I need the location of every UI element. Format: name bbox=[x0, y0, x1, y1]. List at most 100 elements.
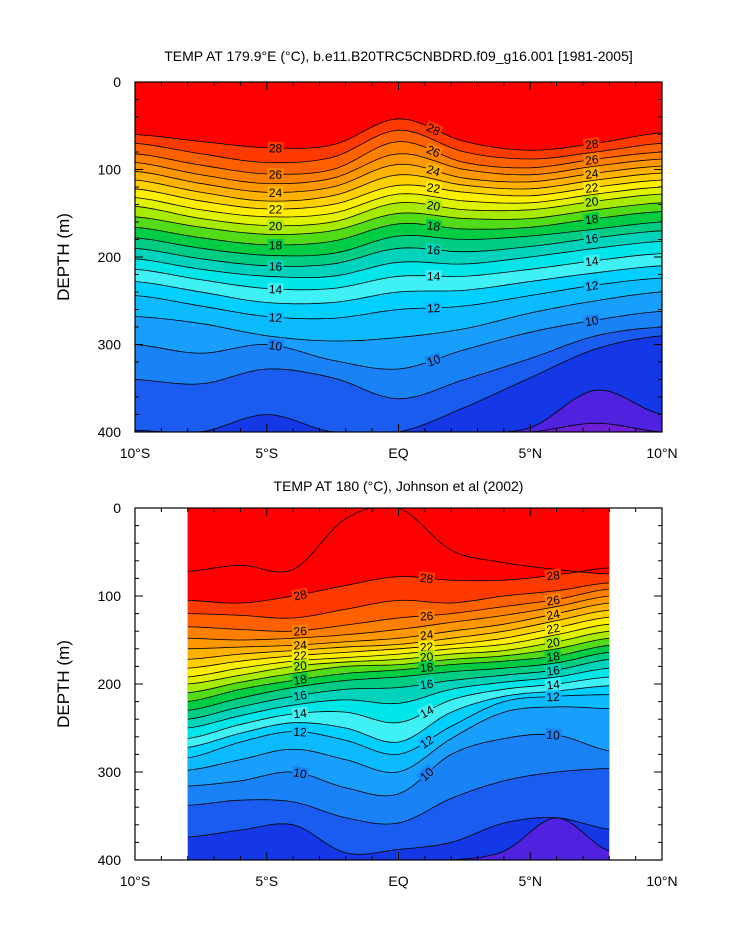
contour-label-group: 18 bbox=[424, 218, 443, 234]
contour-label: 24 bbox=[545, 607, 561, 623]
contour-label-backing bbox=[267, 282, 284, 296]
contour-label-backing bbox=[544, 606, 563, 622]
contour-label: 22 bbox=[426, 180, 442, 196]
contour-label-group: 14 bbox=[583, 254, 601, 270]
contour-label-group: 28 bbox=[544, 568, 562, 584]
contour-label-group: 20 bbox=[544, 635, 563, 651]
contour-label-group: 14 bbox=[544, 677, 562, 693]
contour-label: 20 bbox=[426, 198, 442, 214]
contour-label-group: 14 bbox=[291, 706, 309, 721]
contour-label-backing bbox=[266, 338, 285, 353]
contour-label: 28 bbox=[292, 587, 308, 603]
x-tick-label: 10°S bbox=[120, 445, 151, 461]
isotherm-27 bbox=[187, 582, 610, 619]
contour-label-backing bbox=[291, 624, 309, 638]
contour-label-backing bbox=[424, 218, 443, 233]
isotherm-14 bbox=[187, 676, 610, 739]
isotherm-11 bbox=[187, 706, 610, 774]
contour-label: 28 bbox=[424, 120, 442, 138]
isotherm-23 bbox=[187, 609, 610, 660]
contour-label-backing bbox=[582, 313, 601, 328]
contour-label-backing bbox=[423, 142, 444, 160]
contour-label-group: 28 bbox=[267, 141, 284, 156]
contour-label: 12 bbox=[268, 310, 283, 325]
contour-label-group: 24 bbox=[544, 606, 563, 623]
contour-label-group: 22 bbox=[544, 621, 563, 637]
contour-label-group: 22 bbox=[267, 202, 284, 217]
contour-label-group: 16 bbox=[267, 259, 284, 274]
contour-label-backing bbox=[417, 660, 436, 674]
contour-label-backing bbox=[291, 658, 309, 673]
chart-title: TEMP AT 180 (°C), Johnson et al (2002) bbox=[274, 478, 524, 494]
contour-label-backing bbox=[291, 706, 309, 720]
contour-label-backing bbox=[425, 242, 443, 257]
isotherm-21 bbox=[135, 186, 662, 218]
isotherm-16 bbox=[187, 659, 610, 720]
isotherm-19 bbox=[187, 637, 610, 694]
contour-label-backing bbox=[267, 186, 284, 199]
y-tick-label: 0 bbox=[113, 74, 121, 90]
contour-label-backing bbox=[544, 568, 562, 583]
isotherm-16 bbox=[135, 230, 662, 267]
isotherm-28 bbox=[187, 567, 610, 604]
contour-label: 26 bbox=[419, 609, 434, 624]
contour-label-backing bbox=[544, 728, 562, 742]
contour-label-group: 20 bbox=[267, 219, 284, 233]
contour-label-group: 12 bbox=[267, 310, 284, 325]
contour-label-group: 26 bbox=[423, 142, 444, 161]
contour-label: 18 bbox=[546, 649, 562, 665]
contour-label: 22 bbox=[269, 202, 283, 216]
band-level-29 bbox=[135, 82, 662, 151]
contour-label-backing bbox=[418, 571, 436, 585]
contour-label: 18 bbox=[419, 660, 434, 675]
y-tick-label: 300 bbox=[98, 764, 122, 780]
isotherm-25 bbox=[187, 595, 610, 641]
isotherm-22 bbox=[187, 616, 610, 669]
x-tick-label: 5°N bbox=[519, 445, 543, 461]
contour-label-backing bbox=[267, 202, 284, 216]
contour-label: 14 bbox=[584, 254, 599, 270]
contour-label-group: 10 bbox=[424, 351, 444, 369]
contour-label-backing bbox=[425, 301, 442, 315]
isotherm-9 bbox=[135, 326, 662, 400]
contour-label-group: 24 bbox=[417, 627, 436, 643]
isotherm-8 bbox=[135, 335, 662, 432]
y-tick-label: 200 bbox=[98, 249, 122, 265]
contour-label-group: 20 bbox=[291, 658, 309, 674]
contour-label: 14 bbox=[427, 269, 441, 283]
isotherm-23 bbox=[135, 172, 662, 202]
contour-label: 18 bbox=[293, 672, 309, 688]
x-tick-label: EQ bbox=[388, 445, 408, 461]
contour-label-group: 28 bbox=[418, 571, 436, 586]
contour-label: 16 bbox=[292, 688, 308, 704]
contour-label-group: 12 bbox=[416, 732, 437, 752]
x-tick-label: EQ bbox=[388, 873, 408, 889]
contour-label-backing bbox=[267, 141, 284, 155]
contour-label-backing bbox=[424, 351, 444, 369]
contour-label: 10 bbox=[584, 313, 600, 329]
y-tick-label: 300 bbox=[98, 337, 122, 353]
isotherm-24 bbox=[187, 602, 610, 650]
contour-label-group: 10 bbox=[582, 313, 601, 329]
contour-label-group: 12 bbox=[291, 725, 309, 740]
contour-label: 14 bbox=[418, 703, 437, 722]
contour-label-backing bbox=[425, 269, 442, 283]
contour-label-group: 14 bbox=[267, 282, 284, 297]
contour-label-backing bbox=[544, 635, 563, 650]
contour-label-group: 26 bbox=[418, 609, 436, 624]
x-tick-label: 5°S bbox=[255, 445, 278, 461]
contour-label-backing bbox=[544, 677, 562, 692]
contour-label-group: 22 bbox=[582, 180, 601, 196]
contour-label-backing bbox=[544, 649, 562, 664]
isotherm-10 bbox=[135, 310, 662, 370]
contour-label-backing bbox=[582, 278, 601, 293]
contour-label-group: 24 bbox=[582, 166, 601, 182]
contour-label-backing bbox=[291, 638, 309, 652]
contour-label-backing bbox=[291, 725, 309, 739]
contour-label-backing bbox=[582, 136, 601, 151]
isotherm-25 bbox=[135, 153, 662, 184]
contour-label-group: 22 bbox=[424, 180, 443, 196]
contour-label: 20 bbox=[269, 219, 283, 233]
contour-label-backing bbox=[424, 162, 443, 179]
